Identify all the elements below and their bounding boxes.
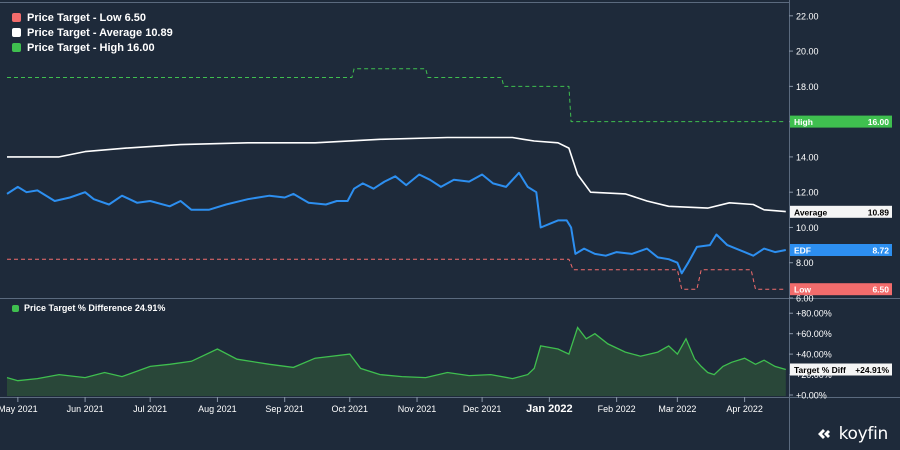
end-label-value-low: 6.50 bbox=[872, 285, 889, 295]
x-tick-label-feb-2022: Feb 2022 bbox=[598, 404, 636, 414]
end-label-name-low: Low bbox=[794, 285, 811, 295]
series-line-price-target-low bbox=[7, 258, 786, 290]
y-tick-label-10-00: 10.00 bbox=[796, 223, 819, 233]
x-tick-label-apr-2022: Apr 2022 bbox=[726, 404, 763, 414]
end-label-value-target-diff: +24.91% bbox=[855, 365, 889, 375]
y-tick-label-22-00: 22.00 bbox=[796, 11, 819, 21]
end-label-high: High 16.00 bbox=[790, 115, 892, 128]
x-tick-label-nov-2021: Nov 2021 bbox=[398, 404, 437, 414]
end-label-average: Average 10.89 bbox=[790, 205, 892, 218]
x-tick-label-aug-2021: Aug 2021 bbox=[198, 404, 237, 414]
x-tick-label-mar-2022: Mar 2022 bbox=[658, 404, 696, 414]
legend-swatch-difference bbox=[12, 304, 19, 312]
legend-swatch-high bbox=[12, 43, 21, 52]
end-label-value-high: 16.00 bbox=[868, 117, 890, 127]
legend-label-difference: Price Target % Difference 24.91% bbox=[24, 303, 166, 313]
end-label-target-diff: Target % Diff +24.91% bbox=[790, 363, 892, 376]
end-label-edf: EDF 8.72 bbox=[790, 244, 892, 256]
legend-item-average[interactable]: Price Target - Average 10.89 bbox=[12, 25, 173, 40]
legend-label-low: Price Target - Low 6.50 bbox=[27, 11, 147, 24]
legend-item-high[interactable]: Price Target - High 16.00 bbox=[12, 40, 173, 55]
x-tick-label-oct-2021: Oct 2021 bbox=[332, 404, 369, 414]
difference-legend[interactable]: Price Target % Difference 24.91% bbox=[12, 303, 165, 313]
y-tick-label-20-00: 20.00 bbox=[796, 47, 819, 57]
end-label-name-high: High bbox=[794, 117, 813, 127]
y-tick-label-18-00: 18.00 bbox=[796, 82, 819, 92]
x-tick-label-jul-2021: Jul 2021 bbox=[133, 404, 167, 414]
end-label-bg-target-diff bbox=[790, 363, 892, 376]
y2-tick-label-80-00: +80.00% bbox=[796, 309, 832, 319]
y2-tick-label-0-00: +0.00% bbox=[796, 391, 827, 401]
y-tick-label-8-00: 8.00 bbox=[796, 258, 814, 268]
end-label-bg-average bbox=[790, 205, 892, 218]
koyfin-brand[interactable]: koyfin bbox=[816, 424, 888, 444]
end-label-name-average: Average bbox=[794, 207, 828, 217]
brand-name: koyfin bbox=[838, 424, 889, 444]
end-label-bg-low bbox=[790, 283, 892, 296]
y-tick-label-12-00: 12.00 bbox=[796, 188, 819, 198]
series-line-edf bbox=[6, 171, 786, 275]
difference-area-fill bbox=[7, 327, 786, 396]
end-label-name-edf: EDF bbox=[794, 246, 811, 256]
end-label-value-edf: 8.72 bbox=[872, 246, 889, 256]
y-tick-label-6-00: 6.00 bbox=[796, 294, 814, 304]
x-tick-label-dec-2021: Dec 2021 bbox=[463, 404, 502, 414]
x-tick-label-jun-2021: Jun 2021 bbox=[67, 404, 104, 414]
koyfin-logo-icon bbox=[817, 429, 830, 439]
end-label-name-target-diff: Target % Diff bbox=[794, 365, 846, 375]
x-tick-label-jan-2022: Jan 2022 bbox=[526, 403, 572, 415]
x-tick-label-may-2021: May 2021 bbox=[0, 404, 38, 414]
y-tick-label-14-00: 14.00 bbox=[796, 152, 819, 162]
legend-label-high: Price Target - High 16.00 bbox=[27, 41, 155, 54]
end-label-bg-edf bbox=[790, 244, 892, 256]
x-tick-label-sep-2021: Sep 2021 bbox=[265, 404, 304, 414]
y2-tick-label-60-00: +60.00% bbox=[796, 329, 832, 339]
end-label-low: Low 6.50 bbox=[790, 283, 892, 296]
end-label-bg-high bbox=[790, 115, 892, 128]
end-label-value-average: 10.89 bbox=[868, 207, 890, 217]
legend-label-average: Price Target - Average 10.89 bbox=[27, 26, 173, 39]
y2-tick-label-40-00: +40.00% bbox=[796, 350, 832, 360]
series-line-price-target-difference bbox=[6, 326, 786, 382]
series-line-price-target-high bbox=[7, 68, 786, 123]
legend-swatch-average bbox=[12, 28, 21, 37]
legend-swatch-low bbox=[12, 13, 21, 22]
main-legend: Price Target - Low 6.50 Price Target - A… bbox=[12, 10, 173, 55]
series-line-price-target-average bbox=[7, 136, 786, 213]
legend-item-low[interactable]: Price Target - Low 6.50 bbox=[12, 10, 173, 25]
